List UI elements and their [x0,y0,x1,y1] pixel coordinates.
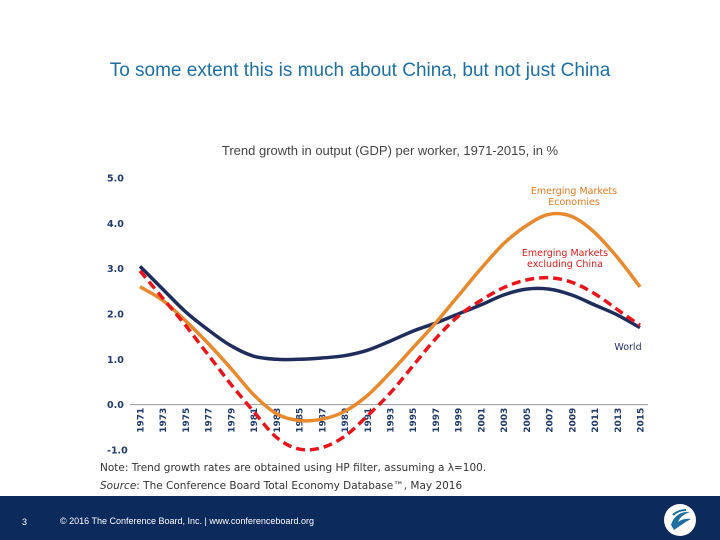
x-tick-label: 1975 [182,408,192,433]
series-line-emerging-markets-excluding-china [138,269,641,452]
x-tick-label: 1991 [364,408,374,433]
y-tick-label: -1.0 [107,446,128,457]
x-tick-label: 2003 [500,408,510,433]
chart-title: Trend growth in output (GDP) per worker,… [221,143,559,158]
x-tick-label: 1997 [432,408,442,433]
x-tick-label: 1971 [137,408,147,433]
y-axis-tick-labels: 5.0 4.0 3.0 2.0 1.0 0.0 -1.0 [107,174,128,457]
note-prefix: Note: Trend growth rates are obtained us… [100,462,448,474]
x-tick-label: 2011 [591,408,601,433]
series-line-world [138,265,641,362]
note-suffix: =100. [454,462,487,474]
series-label: Emerging Markets Economies [531,186,617,208]
x-tick-label: 2001 [477,408,487,433]
y-tick-label: 0.0 [107,400,124,411]
x-tick-label: 2007 [546,408,556,433]
y-tick-label: 3.0 [107,264,124,275]
x-tick-label: 2013 [614,408,624,433]
source-text: : The Conference Board Total Economy Dat… [136,480,463,492]
chart-note: Note: Trend growth rates are obtained us… [100,462,486,474]
page-number: 3 [22,517,28,527]
x-tick-label: 1973 [159,408,169,433]
series-label: World [614,342,641,353]
x-tick-label: 1995 [409,408,419,433]
x-tick-label: 2015 [637,408,647,433]
x-axis-tick-labels: 1971 1973 1975 1977 1979 1981 1983 1985 1987 1989… [137,408,647,433]
footer-bar [0,496,720,540]
x-tick-label: 1979 [227,408,237,433]
x-tick-label: 1989 [341,408,351,433]
footer-copyright: © 2016 The Conference Board, Inc. | www.… [60,516,314,526]
line-chart: 5.0 4.0 3.0 2.0 1.0 0.0 -1.0 1971 1973 1975 1977 1… [107,174,648,457]
y-tick-label: 5.0 [107,174,124,185]
x-tick-label: 1983 [273,408,283,433]
lambda-symbol: λ [447,462,454,474]
chart-source: Source: The Conference Board Total Econo… [100,480,462,492]
y-tick-label: 1.0 [107,355,124,366]
slide-title: To some extent this is much about China,… [109,60,611,81]
y-tick-label: 2.0 [107,310,124,321]
x-tick-label: 1999 [455,408,465,433]
x-tick-label: 1993 [387,408,397,433]
series-labels: World Emerging Markets Economies Emerging M… [522,186,642,353]
x-tick-label: 2009 [568,408,578,433]
x-tick-label: 2005 [523,408,533,433]
x-tick-label: 1977 [205,408,215,433]
series-line-emerging-markets-economies [139,211,642,423]
y-tick-label: 4.0 [107,219,124,230]
conference-board-logo-icon [664,504,696,536]
series-lines [138,211,642,452]
source-label: Source [100,480,137,492]
series-label: Emerging Markets excluding China [522,248,608,270]
x-tick-label: 1981 [250,408,260,433]
